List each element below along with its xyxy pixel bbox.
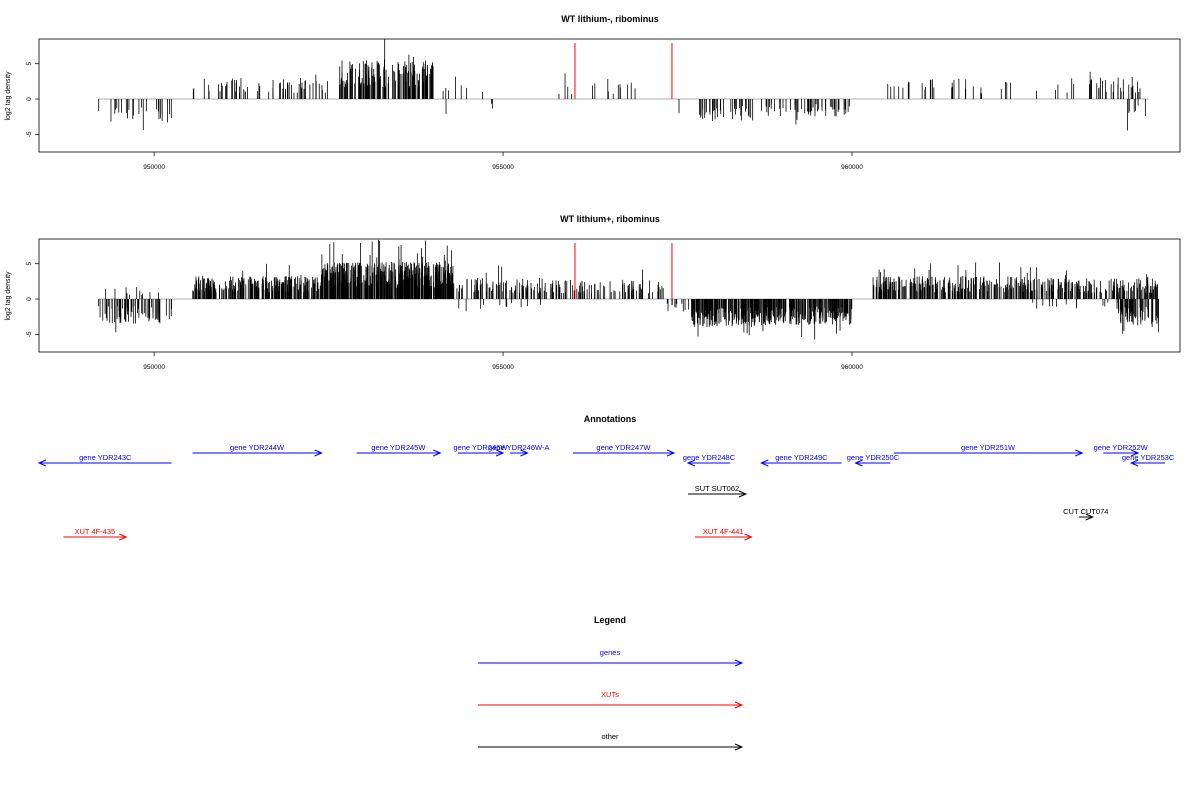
feature-label: gene YDR251W	[961, 443, 1016, 452]
feature-arrow: XUT 4F-435	[63, 527, 128, 541]
feature-label: gene YDR246W-A	[488, 443, 549, 452]
track-2-signal	[98, 239, 1160, 340]
legend-label: XUTs	[601, 690, 619, 699]
feature-label: XUT 4F-441	[703, 527, 744, 536]
x-tick-label: 950000	[143, 164, 165, 171]
feature-label: gene YDR247W	[596, 443, 651, 452]
feature-arrow: gene YDR251W	[893, 443, 1084, 457]
legend-item: genes	[478, 648, 744, 667]
legend-label: genes	[600, 648, 621, 657]
track-2-ylabel: log2 tag density	[5, 271, 12, 321]
feature-arrow: gene YDR247W	[572, 443, 676, 457]
feature-arrow: SUT SUT062	[688, 484, 748, 498]
feature-label: gene YDR250C	[847, 453, 900, 462]
legend-title: Legend	[594, 615, 626, 625]
track-panel-1: WT lithium-, ribominus log2 tag density …	[5, 14, 1181, 171]
feature-label: gene YDR252W	[1094, 443, 1149, 452]
feature-label: XUT 4F-435	[74, 527, 115, 536]
y-tick-label: -5	[26, 131, 33, 137]
x-tick-label: 950000	[143, 364, 165, 371]
feature-arrow: gene YDR249C	[760, 453, 842, 467]
feature-label: gene YDR243C	[79, 453, 132, 462]
feature-label: gene YDR245W	[371, 443, 426, 452]
legend-item: XUTs	[478, 690, 744, 709]
feature-label: gene YDR249C	[775, 453, 828, 462]
feature-arrow: gene YDR243C	[37, 453, 172, 467]
annotations-panel: Annotations gene YDR243C gene YDR244W gene…	[37, 414, 1175, 541]
track-1-ylabel: log2 tag density	[5, 71, 12, 121]
feature-arrow: gene YDR253C	[1122, 453, 1175, 467]
feature-arrow: gene YDR250C	[847, 453, 900, 467]
feature-arrow: gene YDR248C	[683, 453, 736, 467]
feature-arrow: CUT CUT074	[1063, 507, 1108, 521]
feature-arrow: XUT 4F-441	[694, 527, 753, 541]
y-tick-label: 5	[26, 262, 33, 266]
track-1-title: WT lithium-, ribominus	[561, 14, 659, 24]
legend-panel: Legend genes XUTs other	[478, 615, 744, 751]
feature-arrow: gene YDR252W	[1094, 443, 1149, 457]
feature-label: gene YDR248C	[683, 453, 736, 462]
x-tick-label: 955000	[492, 164, 514, 171]
y-tick-label: 0	[26, 297, 33, 301]
track-1-signal	[98, 39, 1149, 131]
y-tick-label: -5	[26, 331, 33, 337]
feature-arrow: gene YDR245W	[356, 443, 442, 457]
x-tick-label: 960000	[841, 364, 863, 371]
x-tick-label: 960000	[841, 164, 863, 171]
feature-label: gene YDR246W	[453, 443, 508, 452]
track-2-title: WT lithium+, ribominus	[560, 214, 660, 224]
x-tick-label: 955000	[492, 364, 514, 371]
legend-label: other	[601, 732, 619, 741]
annotations-title: Annotations	[584, 414, 637, 424]
y-tick-label: 5	[26, 62, 33, 66]
feature-label: gene YDR244W	[230, 443, 285, 452]
y-tick-label: 0	[26, 97, 33, 101]
feature-arrow: gene YDR244W	[192, 443, 323, 457]
track-1-frame	[38, 38, 1181, 153]
feature-label: CUT CUT074	[1063, 507, 1108, 516]
feature-label: SUT SUT062	[695, 484, 739, 493]
track-panel-2: WT lithium+, ribominus log2 tag density …	[5, 214, 1181, 371]
legend-item: other	[478, 732, 744, 751]
feature-label: gene YDR253C	[1122, 453, 1175, 462]
feature-arrow: gene YDR246W-A	[488, 443, 549, 457]
track-2-frame	[38, 238, 1181, 353]
feature-arrow: gene YDR246W	[453, 443, 508, 457]
